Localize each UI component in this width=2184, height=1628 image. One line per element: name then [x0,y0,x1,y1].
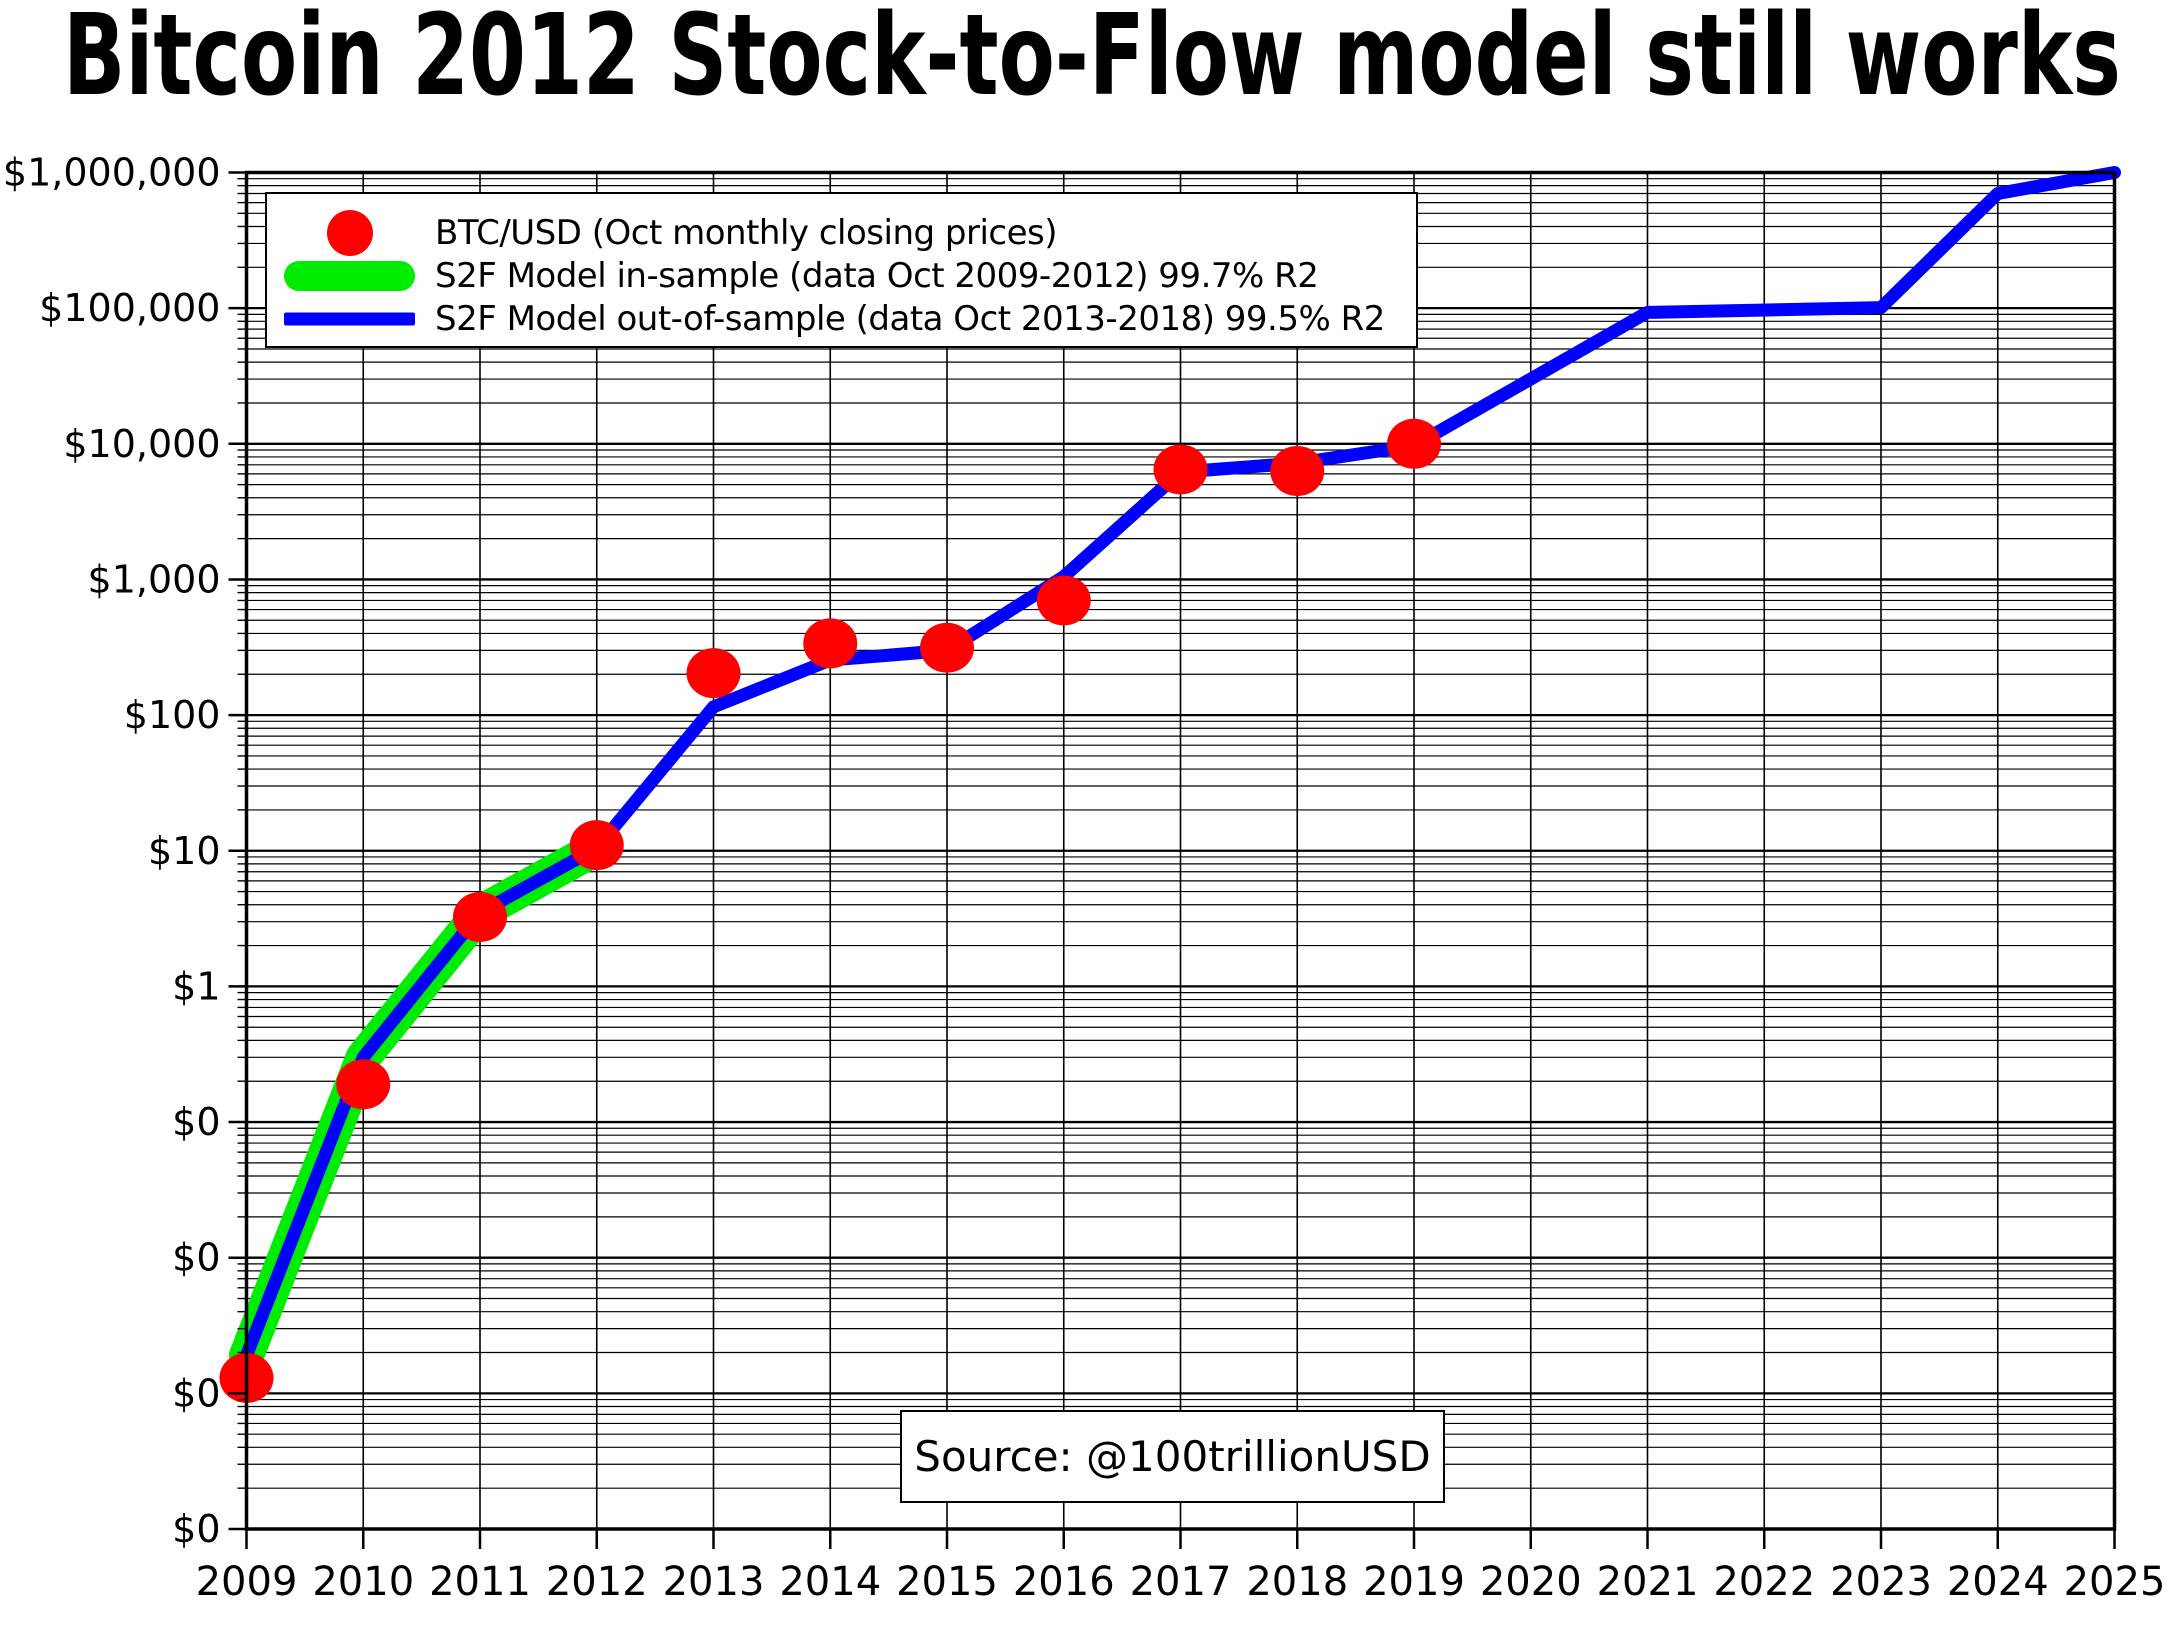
btc-price-dot [1270,446,1325,497]
y-tick-label: $10 [148,829,221,873]
x-tick-label: 2025 [2064,1559,2166,1605]
btc-dot-marker-icon [326,209,373,256]
btc-price-dot [920,622,974,673]
x-tick-label: 2023 [1830,1559,1932,1605]
x-tick-label: 2009 [196,1559,298,1605]
y-tick-label: $10,000 [63,422,220,466]
gridlines [245,171,2116,1531]
y-tick-label: $0 [172,1236,220,1280]
legend-label-in-sample: S2F Model in-sample (data Oct 2009-2012)… [435,255,1319,296]
x-tick-label: 2024 [1947,1559,2049,1605]
y-tick-label: $100 [124,693,221,737]
chart-title: Bitcoin 2012 Stock-to-Flow model still w… [63,0,2121,121]
x-tick-label: 2012 [546,1559,648,1605]
x-tick-label: 2022 [1713,1559,1815,1605]
s2f-in-sample-line [229,830,615,1373]
y-tick-label: $0 [172,1507,220,1551]
btc-price-dot [1387,418,1441,469]
btc-price-dot [453,891,507,942]
axes: $1,000,000 $100,000 $10,000 $1,000 $100 $10 $1… [3,151,2165,1606]
source-attribution-box: Source: @100trillionUSD [900,1410,1445,1503]
btc-price-dot [1153,444,1208,495]
btc-price-dot [336,1059,391,1110]
btc-price-dot [569,820,624,871]
x-tick-label: 2020 [1480,1559,1582,1605]
out-of-sample-line-marker-icon [284,312,415,325]
y-tick-label: $1 [172,964,220,1008]
legend-label-btc-usd: BTC/USD (Oct monthly closing prices) [435,212,1057,253]
btc-price-dot [686,648,741,699]
y-tick-label: $0 [172,1371,220,1415]
y-tick-label: $100,000 [39,286,220,330]
legend-item-in-sample: S2F Model in-sample (data Oct 2009-2012)… [267,254,1416,297]
x-tick-label: 2014 [779,1559,881,1605]
x-tick-label: 2010 [312,1559,414,1605]
x-tick-label: 2013 [663,1559,765,1605]
y-tick-label: $1,000,000 [3,151,221,195]
x-tick-label: 2017 [1130,1559,1232,1605]
x-tick-label: 2011 [429,1559,531,1605]
btc-price-dot [803,618,858,669]
x-tick-label: 2016 [1013,1559,1115,1605]
x-tick-label: 2021 [1597,1559,1699,1605]
x-tick-label: 2019 [1363,1559,1465,1605]
legend-box: BTC/USD (Oct monthly closing prices) S2F… [265,192,1418,348]
y-tick-label: $1,000 [88,557,221,601]
x-tick-label: 2018 [1246,1559,1348,1605]
legend-item-btc-usd: BTC/USD (Oct monthly closing prices) [267,209,1416,256]
y-tick-label: $0 [172,1100,220,1144]
source-text: Source: @100trillionUSD [914,1432,1431,1481]
data-series [219,166,2121,1403]
btc-price-dot [1036,575,1091,626]
legend-item-out-of-sample: S2F Model out-of-sample (data Oct 2013-2… [267,297,1416,340]
legend-label-out-of-sample: S2F Model out-of-sample (data Oct 2013-2… [435,298,1385,339]
x-tick-label: 2015 [896,1559,998,1605]
in-sample-line-marker-icon [284,260,415,291]
